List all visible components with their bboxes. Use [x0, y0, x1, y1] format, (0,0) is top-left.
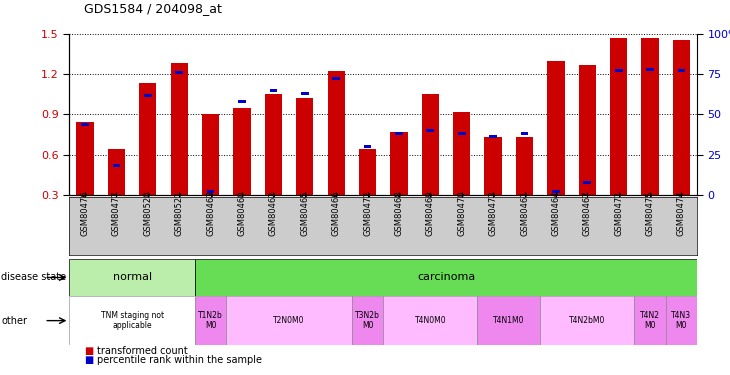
- Bar: [296, 98, 313, 195]
- Bar: [364, 145, 372, 148]
- Bar: [579, 64, 596, 195]
- Text: ■: ■: [84, 355, 93, 365]
- Bar: [171, 63, 188, 195]
- Bar: [352, 296, 383, 345]
- Bar: [477, 296, 540, 345]
- Bar: [383, 296, 477, 345]
- Text: T4N2
M0: T4N2 M0: [640, 311, 660, 330]
- Text: T1N2b
M0: T1N2b M0: [199, 311, 223, 330]
- Bar: [238, 100, 246, 103]
- Text: ■: ■: [84, 346, 93, 355]
- Bar: [426, 129, 434, 132]
- Text: other: other: [1, 316, 28, 326]
- Bar: [195, 259, 697, 296]
- Bar: [422, 94, 439, 195]
- Bar: [395, 132, 403, 135]
- Text: T4N0M0: T4N0M0: [415, 316, 446, 325]
- Text: T3N2b
M0: T3N2b M0: [355, 311, 380, 330]
- Bar: [175, 71, 183, 74]
- Bar: [69, 296, 195, 345]
- Text: transformed count: transformed count: [97, 346, 188, 355]
- Bar: [642, 38, 658, 195]
- Bar: [673, 40, 690, 195]
- Text: percentile rank within the sample: percentile rank within the sample: [97, 355, 262, 365]
- Bar: [548, 61, 564, 195]
- Bar: [391, 132, 407, 195]
- Bar: [332, 77, 340, 80]
- Bar: [453, 112, 470, 195]
- Text: T4N3
M0: T4N3 M0: [672, 311, 691, 330]
- Bar: [265, 94, 282, 195]
- Bar: [677, 69, 685, 72]
- Bar: [69, 259, 195, 296]
- Bar: [328, 71, 345, 195]
- Bar: [634, 296, 666, 345]
- Bar: [489, 135, 497, 138]
- Bar: [540, 296, 634, 345]
- Bar: [139, 84, 156, 195]
- Bar: [485, 137, 502, 195]
- Bar: [77, 122, 93, 195]
- Bar: [301, 92, 309, 95]
- Bar: [666, 296, 697, 345]
- Bar: [359, 149, 376, 195]
- Text: T4N1M0: T4N1M0: [493, 316, 525, 325]
- Text: GDS1584 / 204098_at: GDS1584 / 204098_at: [84, 2, 222, 15]
- Text: carcinoma: carcinoma: [417, 273, 475, 282]
- Bar: [552, 190, 560, 193]
- Bar: [108, 149, 125, 195]
- Bar: [234, 108, 250, 195]
- Bar: [144, 93, 152, 96]
- Bar: [615, 69, 623, 72]
- Bar: [112, 165, 120, 168]
- Text: TNM staging not
applicable: TNM staging not applicable: [101, 311, 164, 330]
- Bar: [516, 137, 533, 195]
- Bar: [646, 68, 654, 71]
- Text: T4N2bM0: T4N2bM0: [569, 316, 605, 325]
- Text: normal: normal: [112, 273, 152, 282]
- Bar: [226, 296, 352, 345]
- Text: disease state: disease state: [1, 273, 66, 282]
- Bar: [520, 132, 529, 135]
- Bar: [202, 114, 219, 195]
- Bar: [207, 190, 215, 193]
- Bar: [195, 296, 226, 345]
- Bar: [610, 38, 627, 195]
- Bar: [583, 181, 591, 184]
- Bar: [269, 89, 277, 92]
- Text: T2N0M0: T2N0M0: [273, 316, 305, 325]
- Bar: [81, 123, 89, 126]
- Bar: [458, 132, 466, 135]
